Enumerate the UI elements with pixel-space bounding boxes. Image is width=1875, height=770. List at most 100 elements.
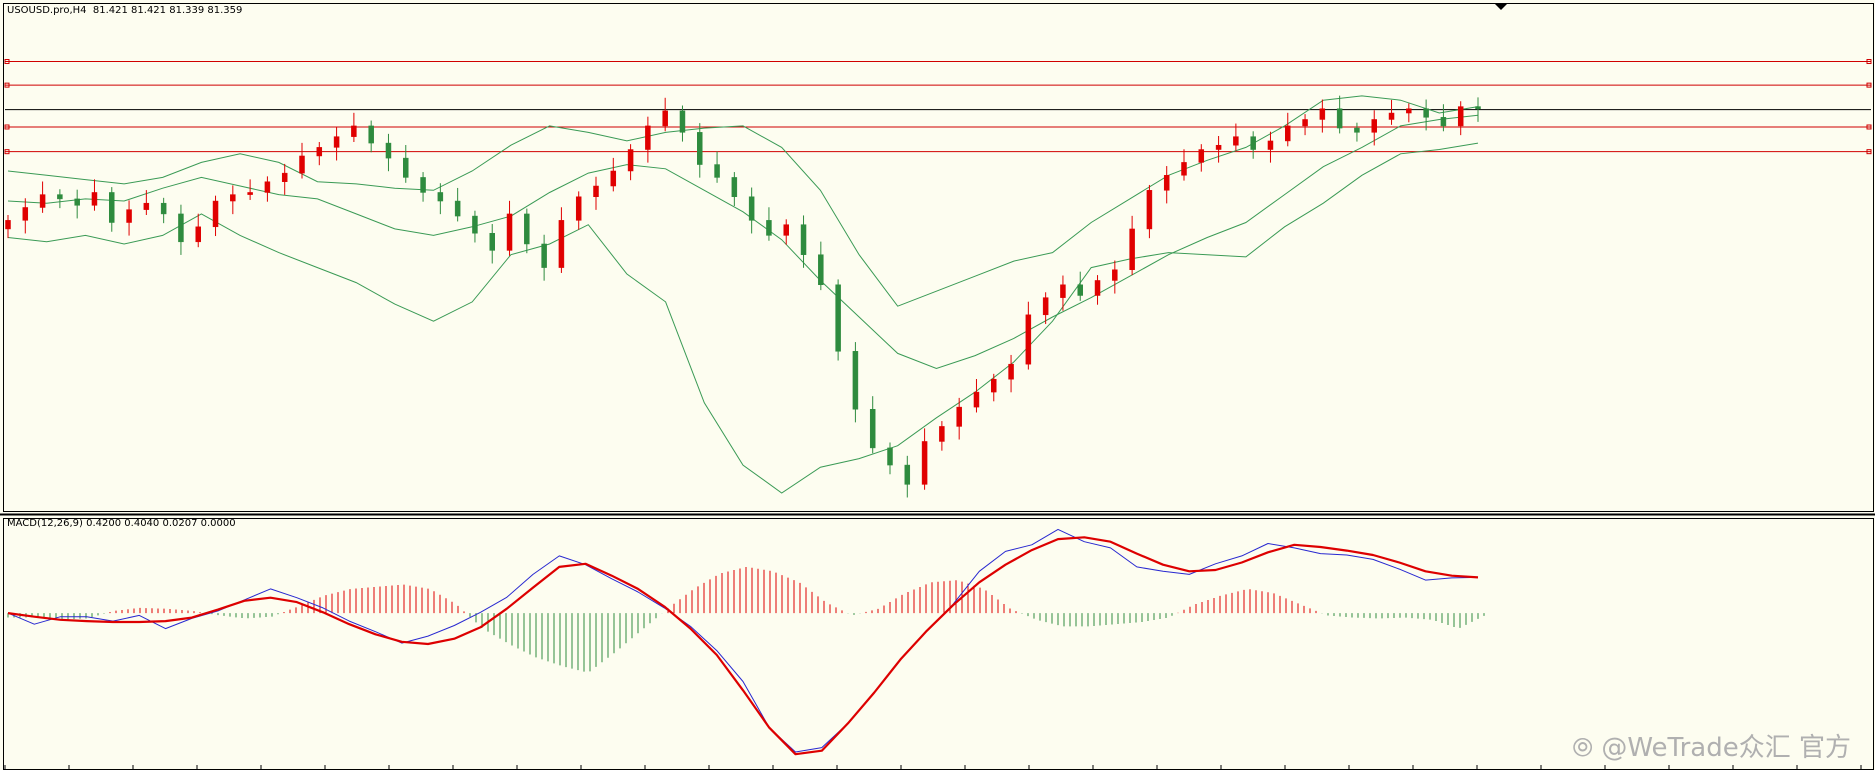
candle-body <box>524 213 530 245</box>
candle <box>368 120 374 153</box>
candle <box>57 189 63 209</box>
signal-line <box>7 536 1479 756</box>
candle-body <box>558 220 565 268</box>
candle-body <box>1267 140 1274 150</box>
candle <box>956 397 962 440</box>
macd-panel-header: MACD(12,26,9) 0.4200 0.4040 0.0207 0.000… <box>7 518 236 529</box>
candle <box>887 442 893 475</box>
level-2-handle-left[interactable] <box>4 82 10 88</box>
candle-body <box>973 391 980 408</box>
macd-panel[interactable] <box>0 513 1875 770</box>
candle <box>835 279 841 361</box>
candle-body <box>766 220 772 236</box>
candle-body <box>697 132 703 165</box>
chart-shift-marker-icon[interactable] <box>1495 4 1507 10</box>
candle <box>91 179 98 211</box>
candle-body <box>22 207 29 221</box>
candle <box>39 181 46 213</box>
candle <box>281 163 288 195</box>
candle <box>1060 275 1066 311</box>
candle-body <box>1406 108 1412 114</box>
candle-body <box>1181 162 1187 176</box>
candle <box>1198 144 1205 172</box>
candle <box>403 145 409 183</box>
candle-body <box>368 125 374 144</box>
candle <box>489 224 495 264</box>
candle-body <box>472 215 478 234</box>
candle <box>1008 354 1014 393</box>
candle <box>160 197 167 224</box>
candle <box>299 142 305 179</box>
candle-body <box>662 110 668 127</box>
candle <box>541 234 547 281</box>
candle-body <box>731 177 738 197</box>
price-chart-panel[interactable] <box>0 0 1875 513</box>
candle <box>627 144 634 181</box>
ohlc-values: 81.421 81.421 81.339 81.359 <box>92 5 243 16</box>
candle-body <box>109 192 115 223</box>
watermark-text: @WeTrade众汇 官方 <box>1601 733 1851 763</box>
candle <box>1250 131 1256 159</box>
candle <box>1129 215 1135 276</box>
candle-body <box>1371 119 1377 133</box>
candle <box>1215 136 1222 163</box>
candle-body <box>904 464 911 485</box>
candle-body <box>333 136 340 148</box>
candle <box>800 215 807 268</box>
candle <box>1267 131 1274 163</box>
level-top-handle-left[interactable] <box>4 59 10 65</box>
candle-body <box>1423 108 1429 118</box>
candle-body <box>956 406 962 427</box>
candle-body <box>1475 106 1481 109</box>
level-top-handle-right[interactable] <box>1866 59 1872 65</box>
price-panel-header: USOUSD.pro,H4 81.421 81.421 81.339 81.35… <box>7 5 242 16</box>
candle <box>230 185 236 215</box>
candle <box>697 123 703 178</box>
candle-body <box>91 192 98 206</box>
candle-body <box>991 378 997 393</box>
candle-body <box>1025 314 1032 365</box>
candle <box>1077 271 1083 301</box>
level-3-handle-right[interactable] <box>1866 124 1872 130</box>
candle <box>921 428 928 490</box>
candle-body <box>454 200 461 217</box>
candle-body <box>835 284 841 352</box>
candle-body <box>1302 119 1308 127</box>
level-3-handle-left[interactable] <box>4 124 10 130</box>
wechat-icon: ⦾ <box>1572 733 1602 763</box>
candle <box>247 179 253 200</box>
candle <box>748 187 755 234</box>
candle <box>454 187 461 222</box>
candle-body <box>627 149 634 172</box>
candle <box>1440 104 1447 132</box>
level-4-handle-right[interactable] <box>1866 149 1872 155</box>
candle-body <box>74 198 80 206</box>
candle-body <box>818 254 824 286</box>
candle-body <box>1060 284 1066 298</box>
candle <box>1025 301 1032 370</box>
candle <box>1302 114 1308 136</box>
candle <box>869 396 876 454</box>
candle <box>109 187 115 232</box>
candle <box>645 116 651 163</box>
candle <box>178 204 184 255</box>
candle-body <box>1440 117 1447 127</box>
candle-body <box>1163 175 1170 191</box>
candle <box>818 241 824 291</box>
candle <box>852 342 859 423</box>
candle-body <box>575 196 582 221</box>
candle-body <box>195 226 201 243</box>
candle <box>1423 99 1429 131</box>
candle-body <box>160 202 167 215</box>
candle <box>939 421 945 451</box>
candle <box>126 200 132 236</box>
candle-body <box>1354 127 1360 133</box>
level-2-handle-right[interactable] <box>1866 82 1872 88</box>
candle <box>1285 112 1291 147</box>
level-4-handle-left[interactable] <box>4 149 10 155</box>
candle-body <box>1250 136 1256 150</box>
candle <box>143 190 150 215</box>
candle-body <box>39 194 46 208</box>
candle <box>1457 101 1464 136</box>
